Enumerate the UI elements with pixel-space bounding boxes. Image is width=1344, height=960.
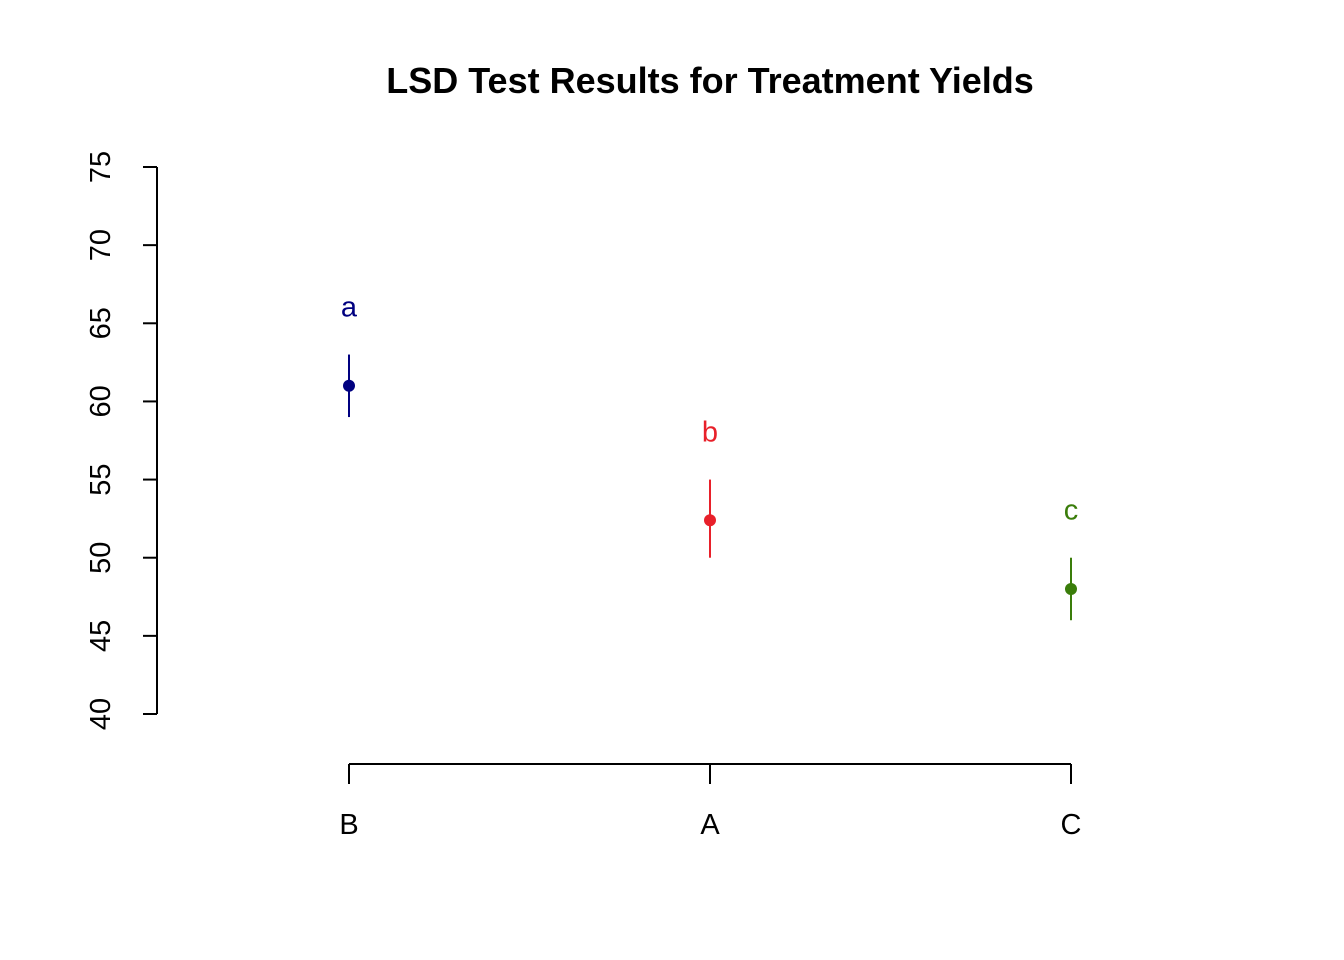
y-axis: 40 45 50 55 60 65 70 75 (85, 151, 158, 730)
y-tick-label: 60 (85, 385, 117, 417)
chart-title: LSD Test Results for Treatment Yields (386, 60, 1034, 101)
y-tick-label: 70 (85, 229, 117, 261)
x-tick-label: A (700, 809, 720, 841)
x-tick-label: C (1061, 809, 1082, 841)
y-tick-label: 75 (85, 151, 117, 183)
group-letter: c (1064, 495, 1079, 527)
mean-point (1065, 582, 1077, 595)
mean-point (704, 514, 716, 527)
y-tick-label: 65 (85, 307, 117, 339)
y-tick-label: 40 (85, 698, 117, 730)
plot-marks: a b c (341, 292, 1078, 621)
y-tick-label: 50 (85, 542, 117, 574)
y-tick-label: 55 (85, 463, 117, 495)
y-tick-label: 45 (85, 620, 117, 652)
group-letter: a (341, 292, 358, 324)
group-letter: b (702, 417, 718, 449)
x-tick-label: B (339, 809, 358, 841)
mean-point (343, 379, 355, 392)
